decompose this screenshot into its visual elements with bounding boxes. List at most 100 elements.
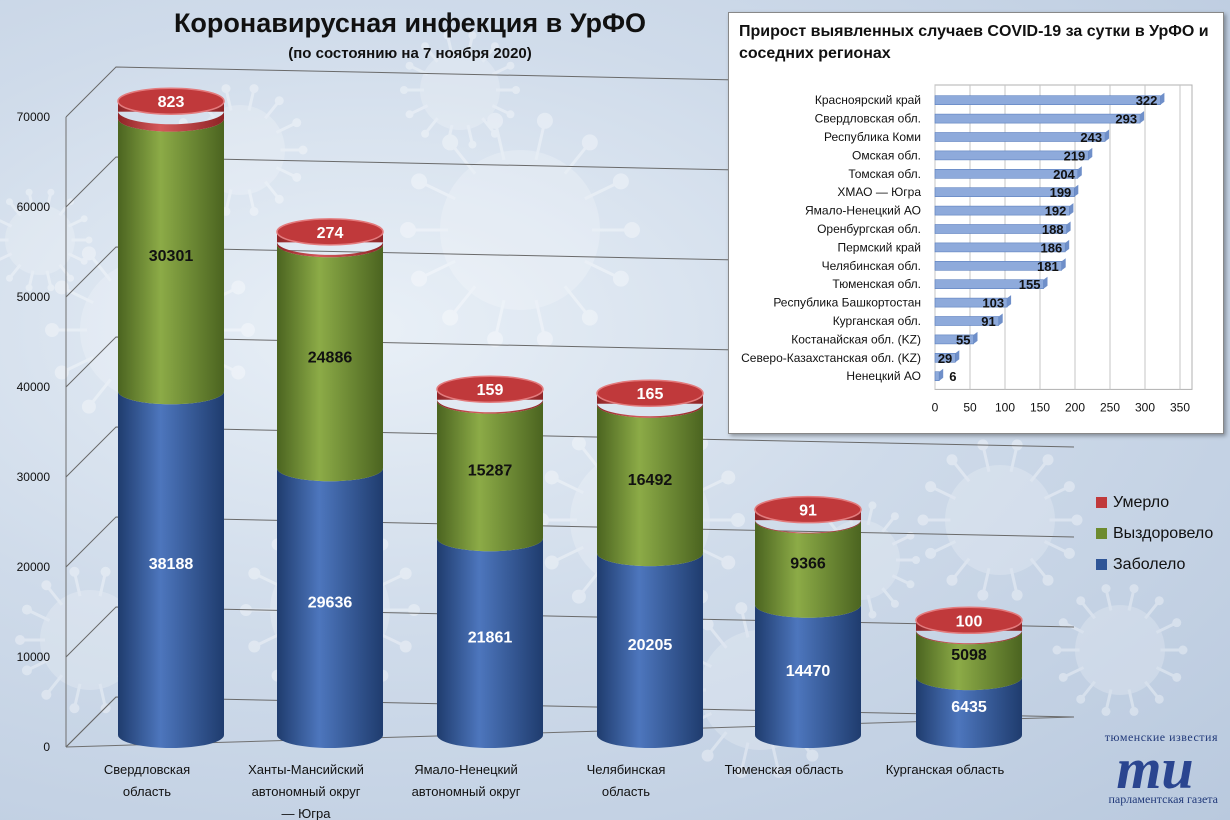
bar-infected (755, 604, 861, 748)
category-label: Тюменская обл. (832, 277, 921, 291)
virus-icon (0, 188, 93, 292)
bar-side (1105, 129, 1110, 142)
bar-top (276, 218, 384, 246)
bar-side (939, 368, 944, 381)
data-label-recovered: 5098 (951, 647, 987, 664)
category-label: Омская обл. (852, 148, 921, 162)
bar-infected (118, 391, 224, 748)
x-category-label: автономный округ (252, 784, 361, 799)
legend-item-recovered: Выздоровело (1096, 525, 1213, 543)
data-label-infected: 6435 (951, 699, 987, 716)
x-tick-label: 150 (1030, 400, 1050, 414)
bar-side (955, 350, 960, 363)
data-label-recovered: 9366 (790, 556, 826, 573)
x-category-label: Тюменская область (725, 762, 844, 777)
x-category-label: автономный округ (412, 784, 521, 799)
page-subtitle: (по состоянию на 7 ноября 2020) (288, 45, 532, 62)
bar-recovered (118, 118, 224, 405)
bar-group: 38188 30301 823 (117, 87, 225, 748)
category-label: Республика Башкортостан (773, 296, 921, 310)
gridline (65, 696, 1075, 748)
bar-top (596, 379, 704, 407)
bar (934, 371, 940, 382)
x-category-label: — Югра (282, 806, 332, 820)
bar-recovered (916, 631, 1022, 691)
category-label: Курганская обл. (833, 314, 921, 328)
bar-infected (277, 468, 383, 748)
gridline (65, 426, 1075, 478)
x-tick-label: 50 (963, 400, 977, 414)
bar-top (754, 495, 862, 524)
category-label: Костанайская обл. (KZ) (791, 332, 921, 346)
legend-swatch (1096, 559, 1107, 570)
virus-icon (400, 112, 640, 348)
bar-side (973, 331, 978, 344)
bar-top (436, 375, 544, 403)
newspaper-logo: тюменские известия ти парламентская газе… (1088, 730, 1218, 810)
bar-group: 20205 16492 165 (596, 379, 704, 748)
x-category-label: Ямало-Ненецкий (414, 762, 518, 777)
data-label: 181 (1037, 259, 1059, 274)
bar-side (1007, 295, 1012, 308)
bar (934, 113, 1141, 124)
data-label-infected: 38188 (149, 556, 194, 573)
inset-chart-title: Прирост выявленных случаев COVID-19 за с… (739, 23, 1209, 62)
data-label-infected: 29636 (308, 595, 353, 612)
x-tick-label: 350 (1170, 400, 1190, 414)
legend-label: Выздоровело (1113, 525, 1214, 542)
data-label-infected: 20205 (628, 637, 673, 654)
legend-swatch (1096, 528, 1107, 539)
bar (934, 261, 1062, 271)
y-tick-label: 20000 (17, 560, 51, 574)
data-label: 55 (956, 332, 970, 347)
data-label-died: 165 (637, 386, 664, 403)
category-label: Свердловская обл. (815, 112, 921, 126)
bar (934, 297, 1008, 308)
y-tick-label: 40000 (17, 380, 51, 394)
bar-side (1069, 203, 1074, 216)
data-label: 243 (1080, 130, 1102, 145)
data-label: 322 (1136, 93, 1158, 108)
data-label-died: 159 (477, 382, 504, 399)
data-label: 199 (1050, 185, 1072, 200)
bar-infected (597, 553, 703, 748)
legend-label: Умерло (1113, 494, 1170, 511)
bar-group: 21861 15287 159 (436, 375, 544, 748)
bar-side (1065, 239, 1070, 252)
x-category-label: Ханты-Мансийский (248, 762, 364, 777)
data-label-died: 100 (956, 613, 983, 630)
bar-side (1061, 258, 1066, 271)
bar (934, 352, 956, 363)
bar-side (1043, 276, 1048, 289)
bar (934, 95, 1161, 105)
bar-side (1140, 111, 1145, 124)
gridline (65, 516, 1075, 568)
bar-recovered (437, 400, 543, 552)
data-label-recovered: 16492 (628, 472, 673, 489)
virus-icon (1052, 584, 1188, 716)
bar-group: 6435 5098 100 (915, 606, 1023, 748)
x-category-label: Свердловская (104, 762, 190, 777)
x-tick-label: 100 (995, 400, 1015, 414)
axis-line (65, 716, 1075, 748)
bar-died (277, 241, 383, 258)
bar-died (118, 111, 224, 132)
category-label: Томская обл. (848, 167, 921, 181)
category-label: Ямало-Ненецкий АО (805, 204, 921, 218)
data-label-recovered: 30301 (149, 248, 194, 265)
logo-bottom-text: парламентская газета (1108, 792, 1219, 806)
x-tick-label: 250 (1100, 400, 1120, 414)
y-tick-label: 10000 (17, 650, 51, 664)
y-tick-label: 60000 (17, 200, 51, 214)
x-tick-label: 300 (1135, 400, 1155, 414)
bar-top (117, 87, 225, 115)
data-label: 192 (1045, 204, 1067, 219)
virus-icon (917, 439, 1083, 601)
data-label-infected: 21861 (468, 630, 513, 647)
y-tick-label: 30000 (17, 470, 51, 484)
bar-side (1160, 92, 1165, 105)
data-label-died: 91 (799, 503, 817, 520)
bar-group: 29636 24886 274 (276, 218, 384, 748)
page-title: Коронавирусная инфекция в УрФО (173, 8, 647, 38)
